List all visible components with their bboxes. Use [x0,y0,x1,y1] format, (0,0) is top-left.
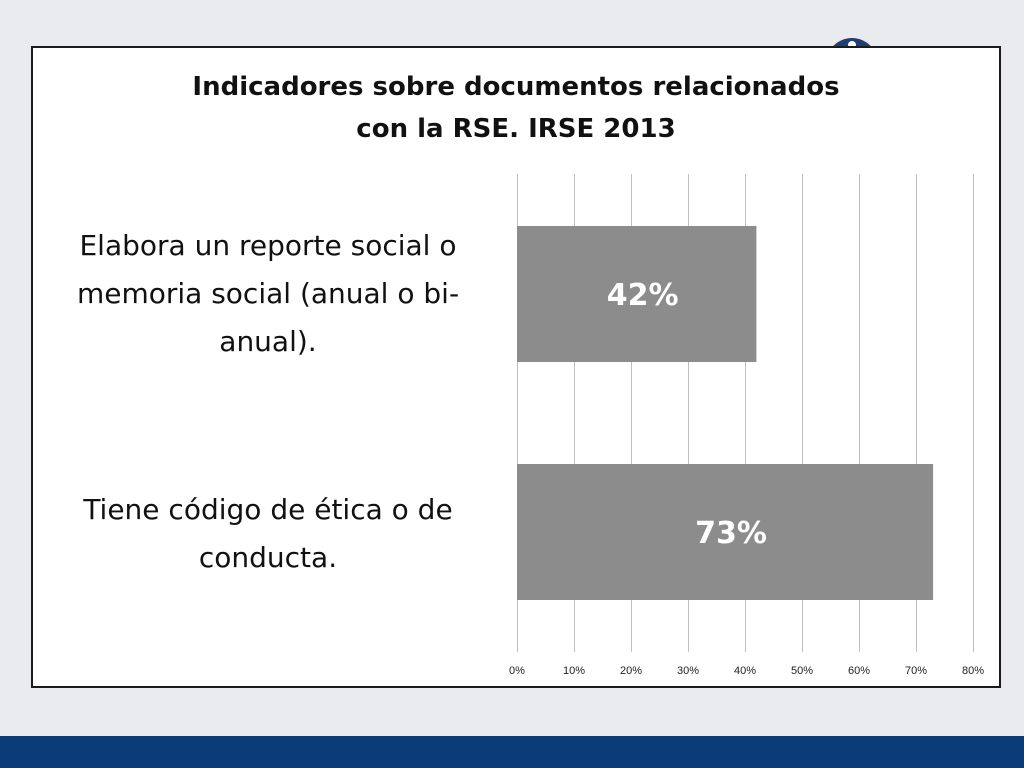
x-tick-label: 20% [620,665,642,677]
x-tick-label: 0% [509,665,525,677]
x-tick-label: 60% [848,665,870,677]
chart-title-line-1: Indicadores sobre documentos relacionado… [192,72,840,102]
category-label-codigo-etica: Tiene código de ética o de conducta. [33,486,503,582]
category-label-line: memoria social (anual o bi- [76,277,460,310]
category-label-reporte-social: Elabora un reporte social o memoria soci… [33,222,503,366]
chart-title-line-2: con la RSE. IRSE 2013 [356,114,676,144]
data-label: 42% [607,278,679,313]
x-tick-label: 40% [734,665,756,677]
category-label-line: Elabora un reporte social o [79,229,457,262]
category-label-line: conducta. [198,541,338,574]
footer-bar [0,736,1024,768]
x-tick-label: 70% [905,665,927,677]
chart-title: Indicadores sobre documentos relacionado… [33,66,999,150]
bar-chart-plot: 42% 73% 0% 10% 20% 30% 40% 50% 60% 70% 80% [509,174,984,677]
bar [517,464,934,600]
x-tick-label: 80% [962,665,984,677]
x-tick-label: 10% [563,665,585,677]
data-label: 73% [695,516,767,551]
category-label-line: Tiene código de ética o de [83,493,453,526]
x-tick-label: 50% [791,665,813,677]
bar [517,226,757,362]
x-tick-label: 30% [677,665,699,677]
chart-frame: Indicadores sobre documentos relacionado… [31,46,1001,688]
category-label-line: anual). [219,325,317,358]
